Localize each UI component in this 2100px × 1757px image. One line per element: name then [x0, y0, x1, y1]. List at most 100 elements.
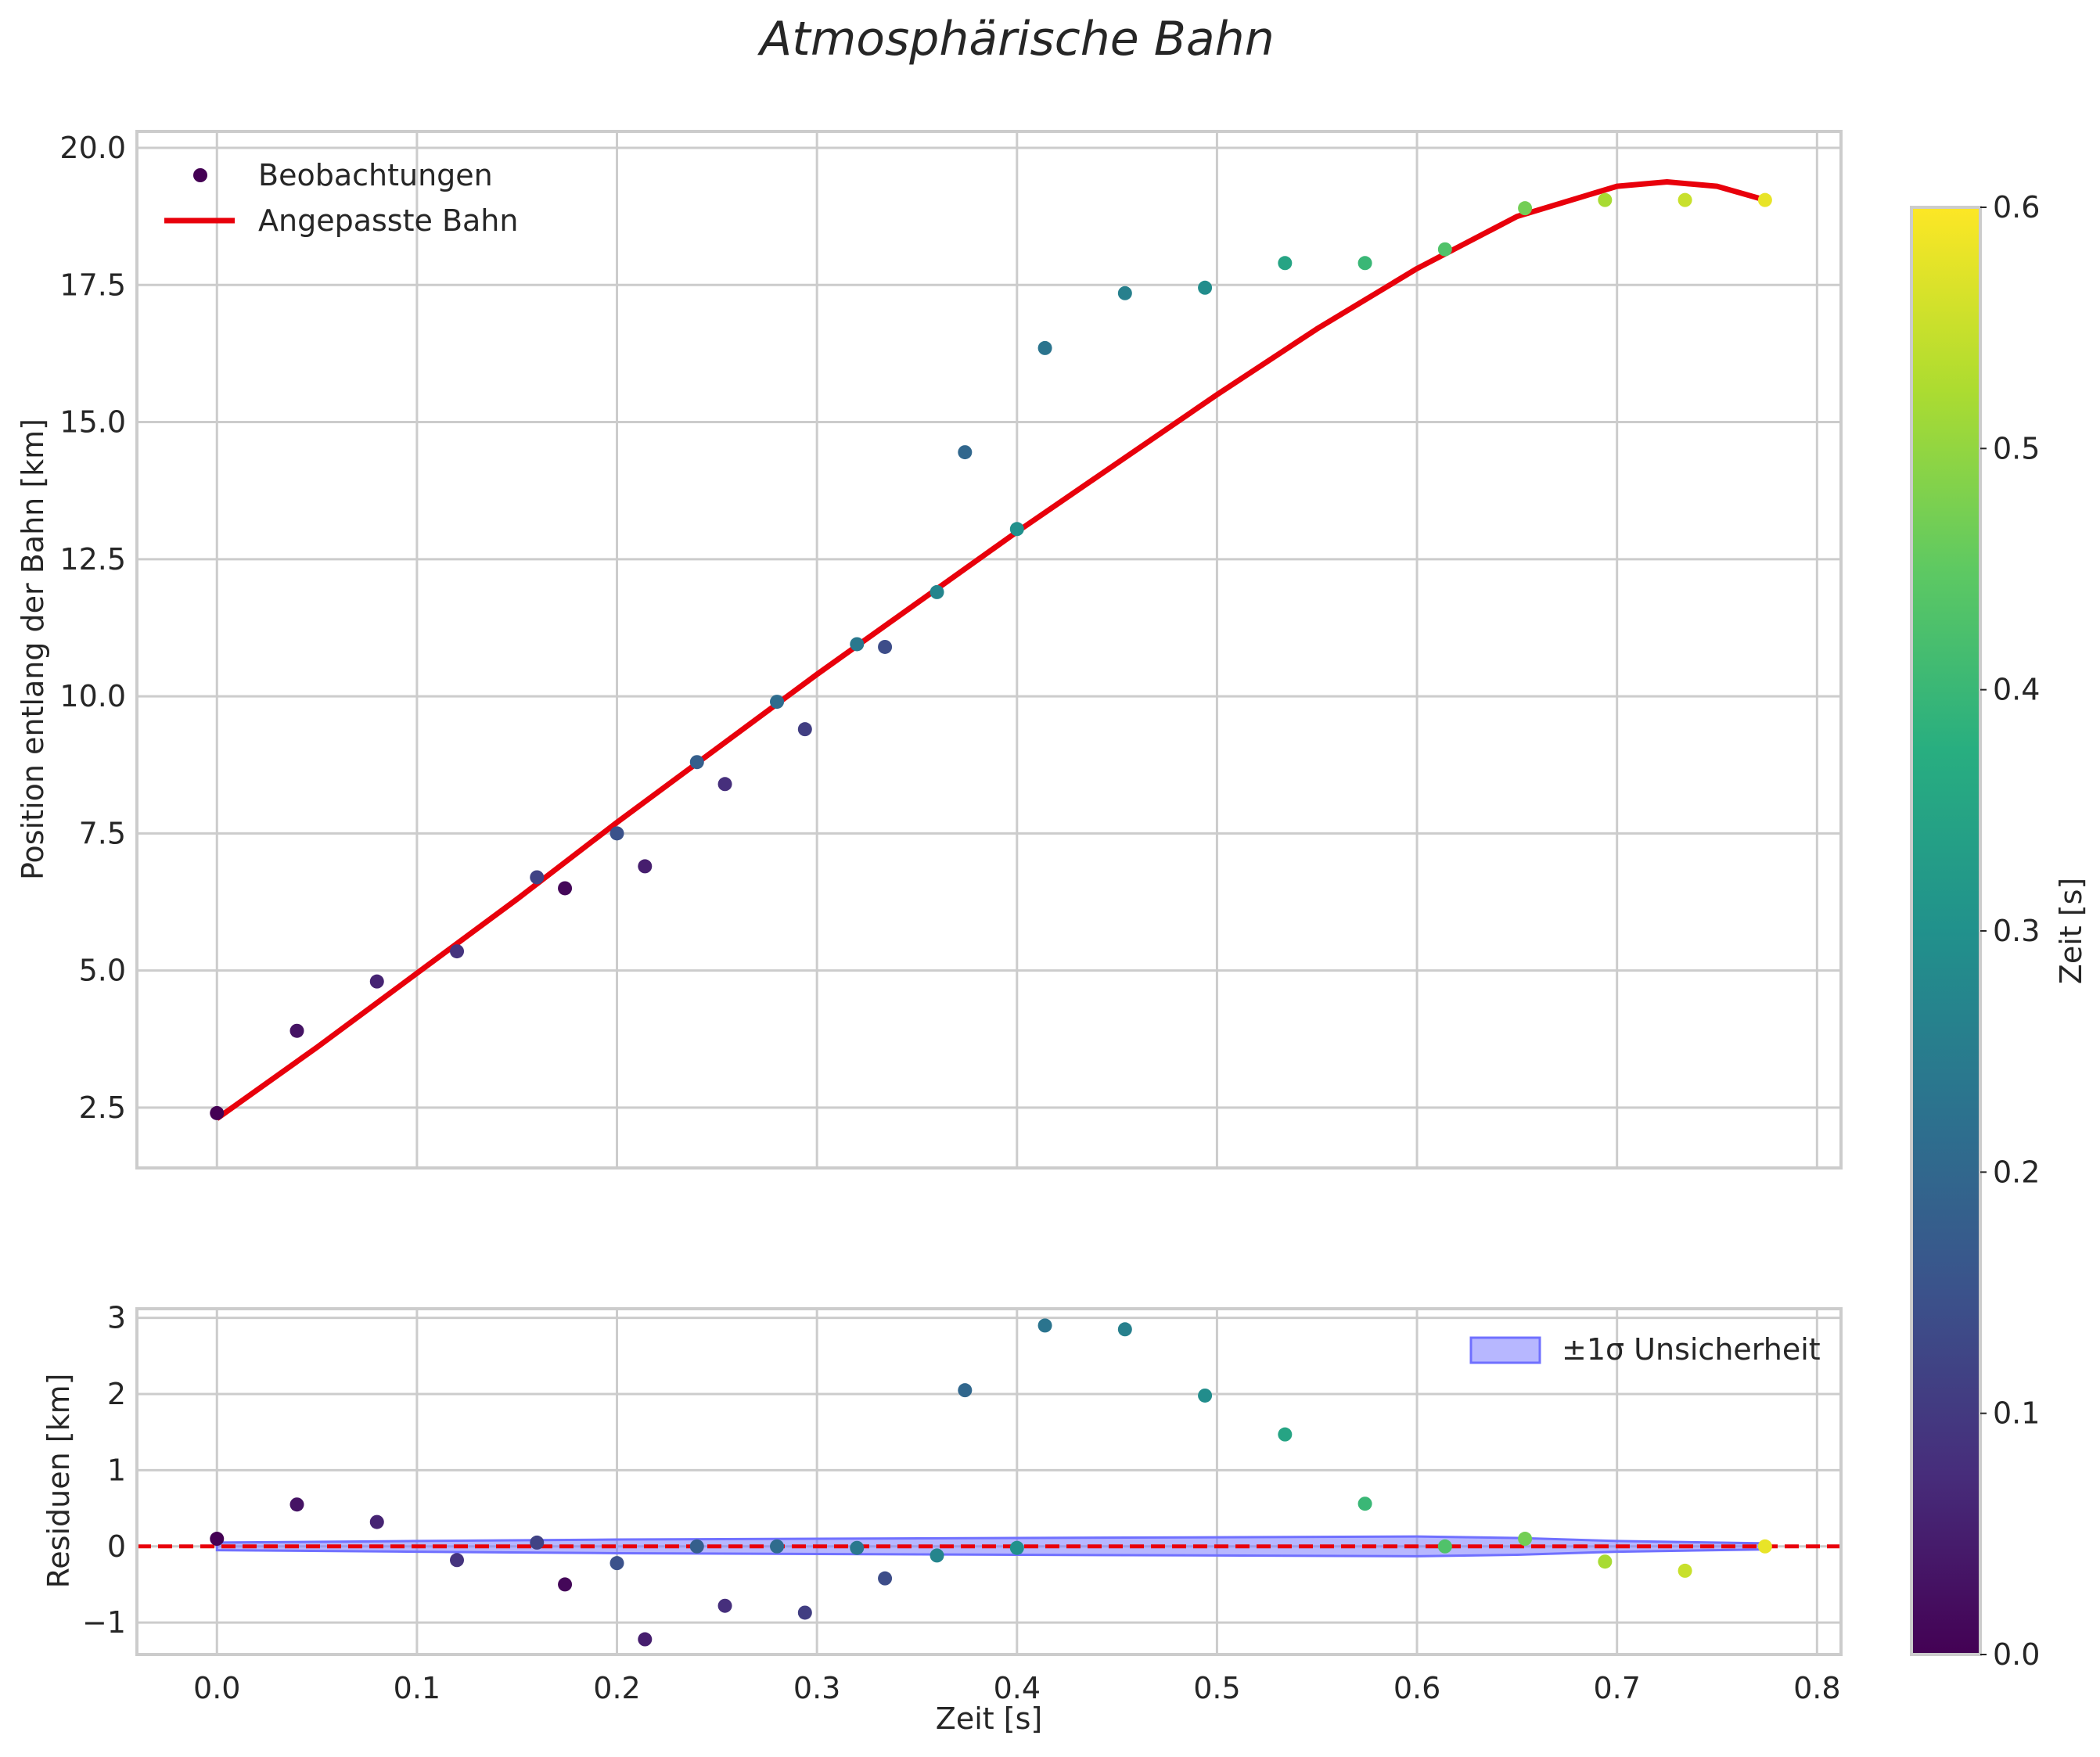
x-axis-label: Zeit [s]	[936, 1701, 1042, 1736]
observation-point	[1278, 256, 1293, 271]
residual-y-tick-label: 0	[107, 1529, 126, 1564]
residual-y-tick-label: 3	[107, 1301, 126, 1335]
residual-point	[530, 1535, 545, 1550]
colorbar-tick-label: 0.4	[1993, 673, 2040, 707]
observation-point	[369, 974, 384, 989]
main-y-tick-label: 17.5	[59, 268, 126, 302]
main-y-tick-label: 15.0	[59, 405, 126, 440]
residual-point	[797, 1605, 812, 1620]
x-tick-label: 0.8	[1793, 1671, 1840, 1705]
observation-point	[1357, 256, 1372, 271]
x-tick-label: 0.5	[1193, 1671, 1240, 1705]
colorbar-tick-label: 0.2	[1993, 1155, 2040, 1189]
colorbar: 0.0 0.1 0.2 0.3 0.4 0.5 0.6 Zeit [s]	[1910, 190, 2088, 1672]
colorbar-label: Zeit [s]	[2054, 878, 2088, 984]
observation-point	[878, 639, 893, 654]
residual-point	[717, 1598, 732, 1613]
observation-point	[1117, 286, 1132, 300]
x-tick-label: 0.4	[994, 1671, 1041, 1705]
residual-point	[930, 1548, 944, 1563]
x-tick-label: 0.0	[193, 1671, 240, 1705]
x-tick-label: 0.7	[1593, 1671, 1640, 1705]
legend-marker-observations	[193, 168, 207, 182]
residual-point	[1437, 1539, 1452, 1554]
chart-title: Atmosphärische Bahn	[757, 12, 1274, 66]
x-tick-label: 0.1	[394, 1671, 440, 1705]
residual-point	[1518, 1532, 1533, 1547]
residual-point	[1037, 1318, 1052, 1333]
main-y-tick-label: 10.0	[59, 679, 126, 713]
observation-point	[450, 944, 465, 959]
main-y-tick-label: 2.5	[79, 1090, 126, 1125]
residual-point	[1117, 1322, 1132, 1337]
residual-point	[689, 1539, 704, 1554]
residual-point	[638, 1632, 653, 1647]
residual-points	[210, 1318, 1772, 1647]
residual-point	[770, 1539, 785, 1554]
legend-label-uncertainty: ±1σ Unsicherheit	[1562, 1332, 1821, 1367]
observation-point	[558, 881, 573, 896]
legend-label-observations: Beobachtungen	[258, 158, 493, 192]
colorbar-gradient	[1911, 207, 1980, 1655]
colorbar-tick-label: 0.6	[1993, 190, 2040, 225]
residual-y-tick-label: 1	[107, 1453, 126, 1487]
main-plot-area	[137, 131, 1841, 1168]
observation-points	[210, 192, 1772, 1120]
observation-point	[930, 584, 944, 599]
residual-point	[610, 1556, 624, 1571]
main-y-axis-label: Position entlang der Bahn [km]	[16, 419, 50, 880]
observation-point	[1037, 340, 1052, 355]
colorbar-tick-labels: 0.0 0.1 0.2 0.3 0.4 0.5 0.6	[1980, 190, 2040, 1672]
observation-point	[797, 722, 812, 737]
residual-point	[1009, 1540, 1024, 1555]
main-y-tick-labels: 2.5 5.0 7.5 10.0 12.5 15.0 17.5 20.0	[59, 131, 126, 1125]
observation-point	[689, 755, 704, 770]
residual-legend: ±1σ Unsicherheit	[1469, 1332, 1821, 1367]
residual-x-tick-labels: 0.0 0.1 0.2 0.3 0.4 0.5 0.6 0.7 0.8	[193, 1671, 1841, 1705]
main-plot-frame	[135, 130, 1843, 1170]
main-legend: Beobachtungen Angepasste Bahn	[164, 158, 518, 238]
observation-point	[1677, 192, 1692, 207]
colorbar-tick-label: 0.5	[1993, 431, 2040, 465]
x-tick-label: 0.2	[593, 1671, 640, 1705]
fit-curve-layer	[215, 179, 1766, 1121]
observation-point	[210, 1105, 225, 1120]
main-y-tick-label: 20.0	[59, 131, 126, 165]
legend-label-fit: Angepasste Bahn	[258, 203, 518, 238]
residual-point	[1357, 1497, 1372, 1511]
observation-point	[850, 637, 865, 652]
observation-point	[1598, 192, 1613, 207]
main-y-tick-label: 12.5	[59, 542, 126, 577]
residual-point	[1278, 1427, 1293, 1442]
observation-point	[958, 445, 973, 460]
main-y-tick-label: 7.5	[79, 816, 126, 850]
legend-swatch-uncertainty	[1469, 1336, 1541, 1364]
x-tick-label: 0.3	[793, 1671, 840, 1705]
observation-point	[638, 859, 653, 874]
residual-plot-panel: −1 0 1 2 3 0.0 0.1 0.2 0.3 0.4 0.5 0.6 0.7 0.8 Resid…	[41, 1301, 1843, 1736]
residual-point	[1598, 1554, 1613, 1569]
residual-point	[958, 1383, 973, 1398]
observation-point	[717, 777, 732, 792]
observation-point	[289, 1023, 304, 1038]
observation-point	[1437, 242, 1452, 257]
observation-point	[1009, 522, 1024, 537]
residual-point	[878, 1571, 893, 1586]
residual-y-tick-label: 2	[107, 1377, 126, 1411]
residual-point	[210, 1532, 225, 1547]
x-tick-label: 0.6	[1393, 1671, 1440, 1705]
residual-point	[369, 1514, 384, 1529]
main-y-tick-label: 5.0	[79, 954, 126, 988]
observation-point	[770, 695, 785, 710]
observation-point	[530, 870, 545, 885]
residual-y-tick-labels: −1 0 1 2 3	[82, 1301, 126, 1640]
colorbar-tick-label: 0.1	[1993, 1396, 2040, 1431]
observation-point	[1198, 280, 1213, 295]
observation-point	[1757, 192, 1772, 207]
residual-point	[850, 1540, 865, 1555]
residual-point	[558, 1577, 573, 1592]
residual-plot-frame	[135, 1307, 1843, 1656]
residual-point	[1198, 1388, 1213, 1403]
residual-y-tick-label: −1	[82, 1605, 126, 1640]
